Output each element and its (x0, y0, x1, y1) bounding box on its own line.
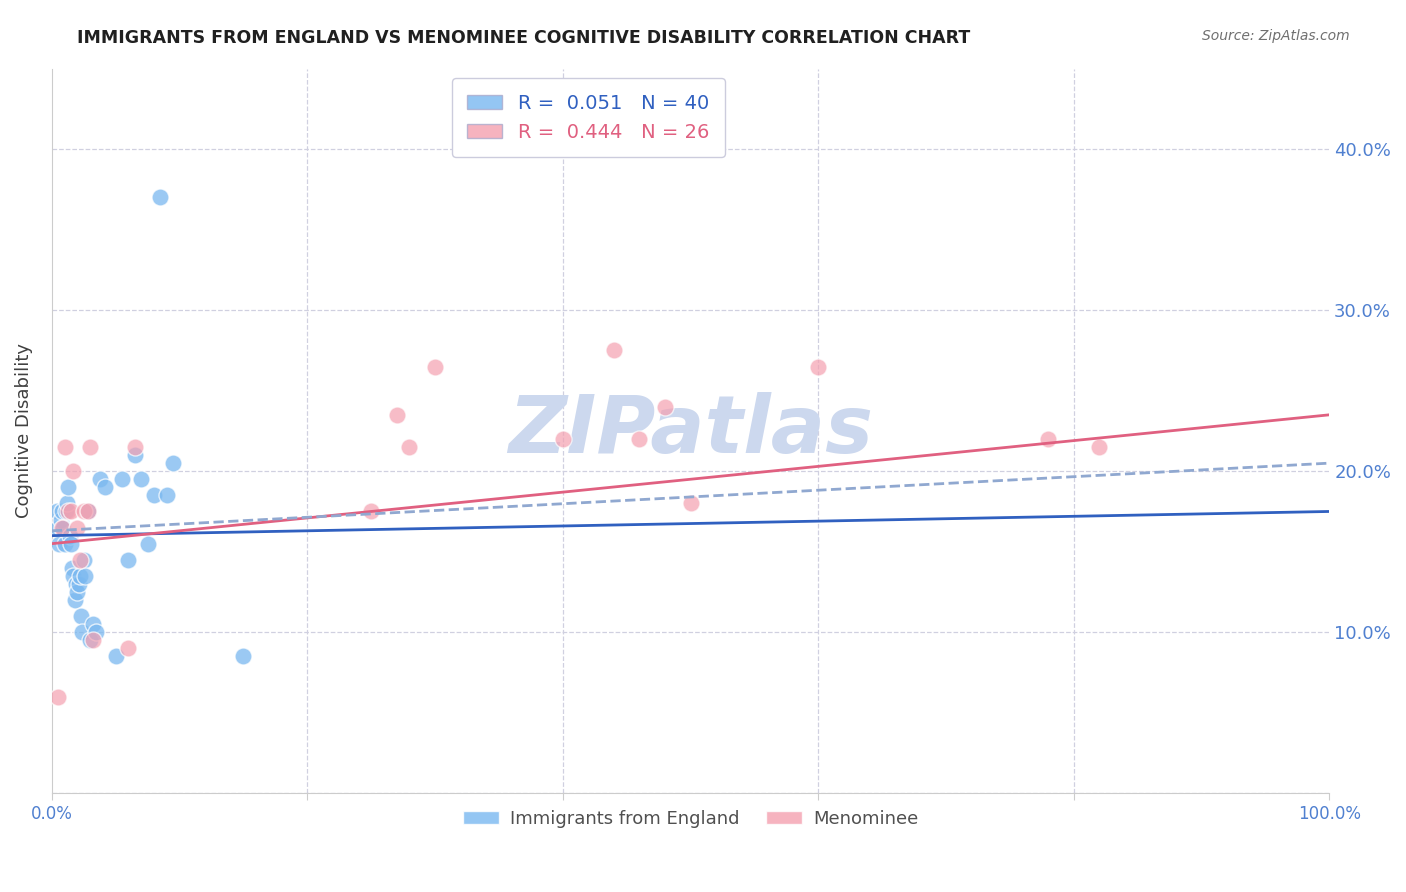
Text: ZIPatlas: ZIPatlas (508, 392, 873, 470)
Point (1088, 440, 1111, 454)
Point (52, 520, 75, 534)
Legend: Immigrants from England, Menominee: Immigrants from England, Menominee (456, 803, 925, 835)
Point (46, 520, 69, 534)
Point (104, 649, 127, 664)
Point (82, 633, 104, 648)
Point (86, 625, 108, 640)
Point (73, 553, 96, 567)
Point (89, 472, 111, 486)
Point (69, 569, 91, 583)
Point (67, 577, 90, 591)
Point (66, 585, 89, 599)
Point (117, 553, 139, 567)
Point (124, 440, 146, 454)
Point (49, 512, 72, 526)
Point (232, 649, 254, 664)
Point (62, 569, 84, 583)
Point (60, 561, 83, 575)
Point (76, 504, 98, 518)
Point (1038, 432, 1060, 446)
Y-axis label: Cognitive Disability: Cognitive Disability (15, 343, 32, 518)
Text: IMMIGRANTS FROM ENGLAND VS MENOMINEE COGNITIVE DISABILITY CORRELATION CHART: IMMIGRANTS FROM ENGLAND VS MENOMINEE COG… (77, 29, 970, 46)
Point (59, 504, 82, 518)
Point (73, 504, 96, 518)
Point (398, 440, 420, 454)
Point (603, 343, 626, 358)
Point (66, 520, 89, 534)
Point (53, 440, 76, 454)
Point (45, 504, 67, 518)
Point (70, 609, 93, 624)
Point (628, 432, 651, 446)
Point (48, 537, 70, 551)
Point (94, 480, 117, 494)
Point (73, 569, 96, 583)
Point (76, 504, 98, 518)
Point (63, 593, 86, 607)
Point (65, 577, 87, 591)
Point (136, 537, 159, 551)
Text: Source: ZipAtlas.com: Source: ZipAtlas.com (1202, 29, 1350, 43)
Point (79, 440, 101, 454)
Point (46, 690, 69, 704)
Point (111, 472, 134, 486)
Point (129, 472, 152, 486)
Point (117, 641, 139, 656)
Point (79, 633, 101, 648)
Point (69, 553, 91, 567)
Point (58, 504, 80, 518)
Point (679, 496, 702, 510)
Point (807, 359, 830, 374)
Point (56, 496, 79, 510)
Point (423, 359, 446, 374)
Point (53, 537, 76, 551)
Point (551, 432, 574, 446)
Point (149, 190, 172, 204)
Point (59, 537, 82, 551)
Point (360, 504, 382, 518)
Point (385, 408, 408, 422)
Point (59, 528, 82, 542)
Point (62, 464, 84, 478)
Point (654, 400, 676, 414)
Point (156, 488, 179, 502)
Point (55, 504, 77, 518)
Point (51, 504, 73, 518)
Point (124, 448, 146, 462)
Point (58, 480, 80, 494)
Point (162, 456, 184, 470)
Point (72, 625, 94, 640)
Point (82, 617, 104, 632)
Point (51, 520, 73, 534)
Point (142, 488, 165, 502)
